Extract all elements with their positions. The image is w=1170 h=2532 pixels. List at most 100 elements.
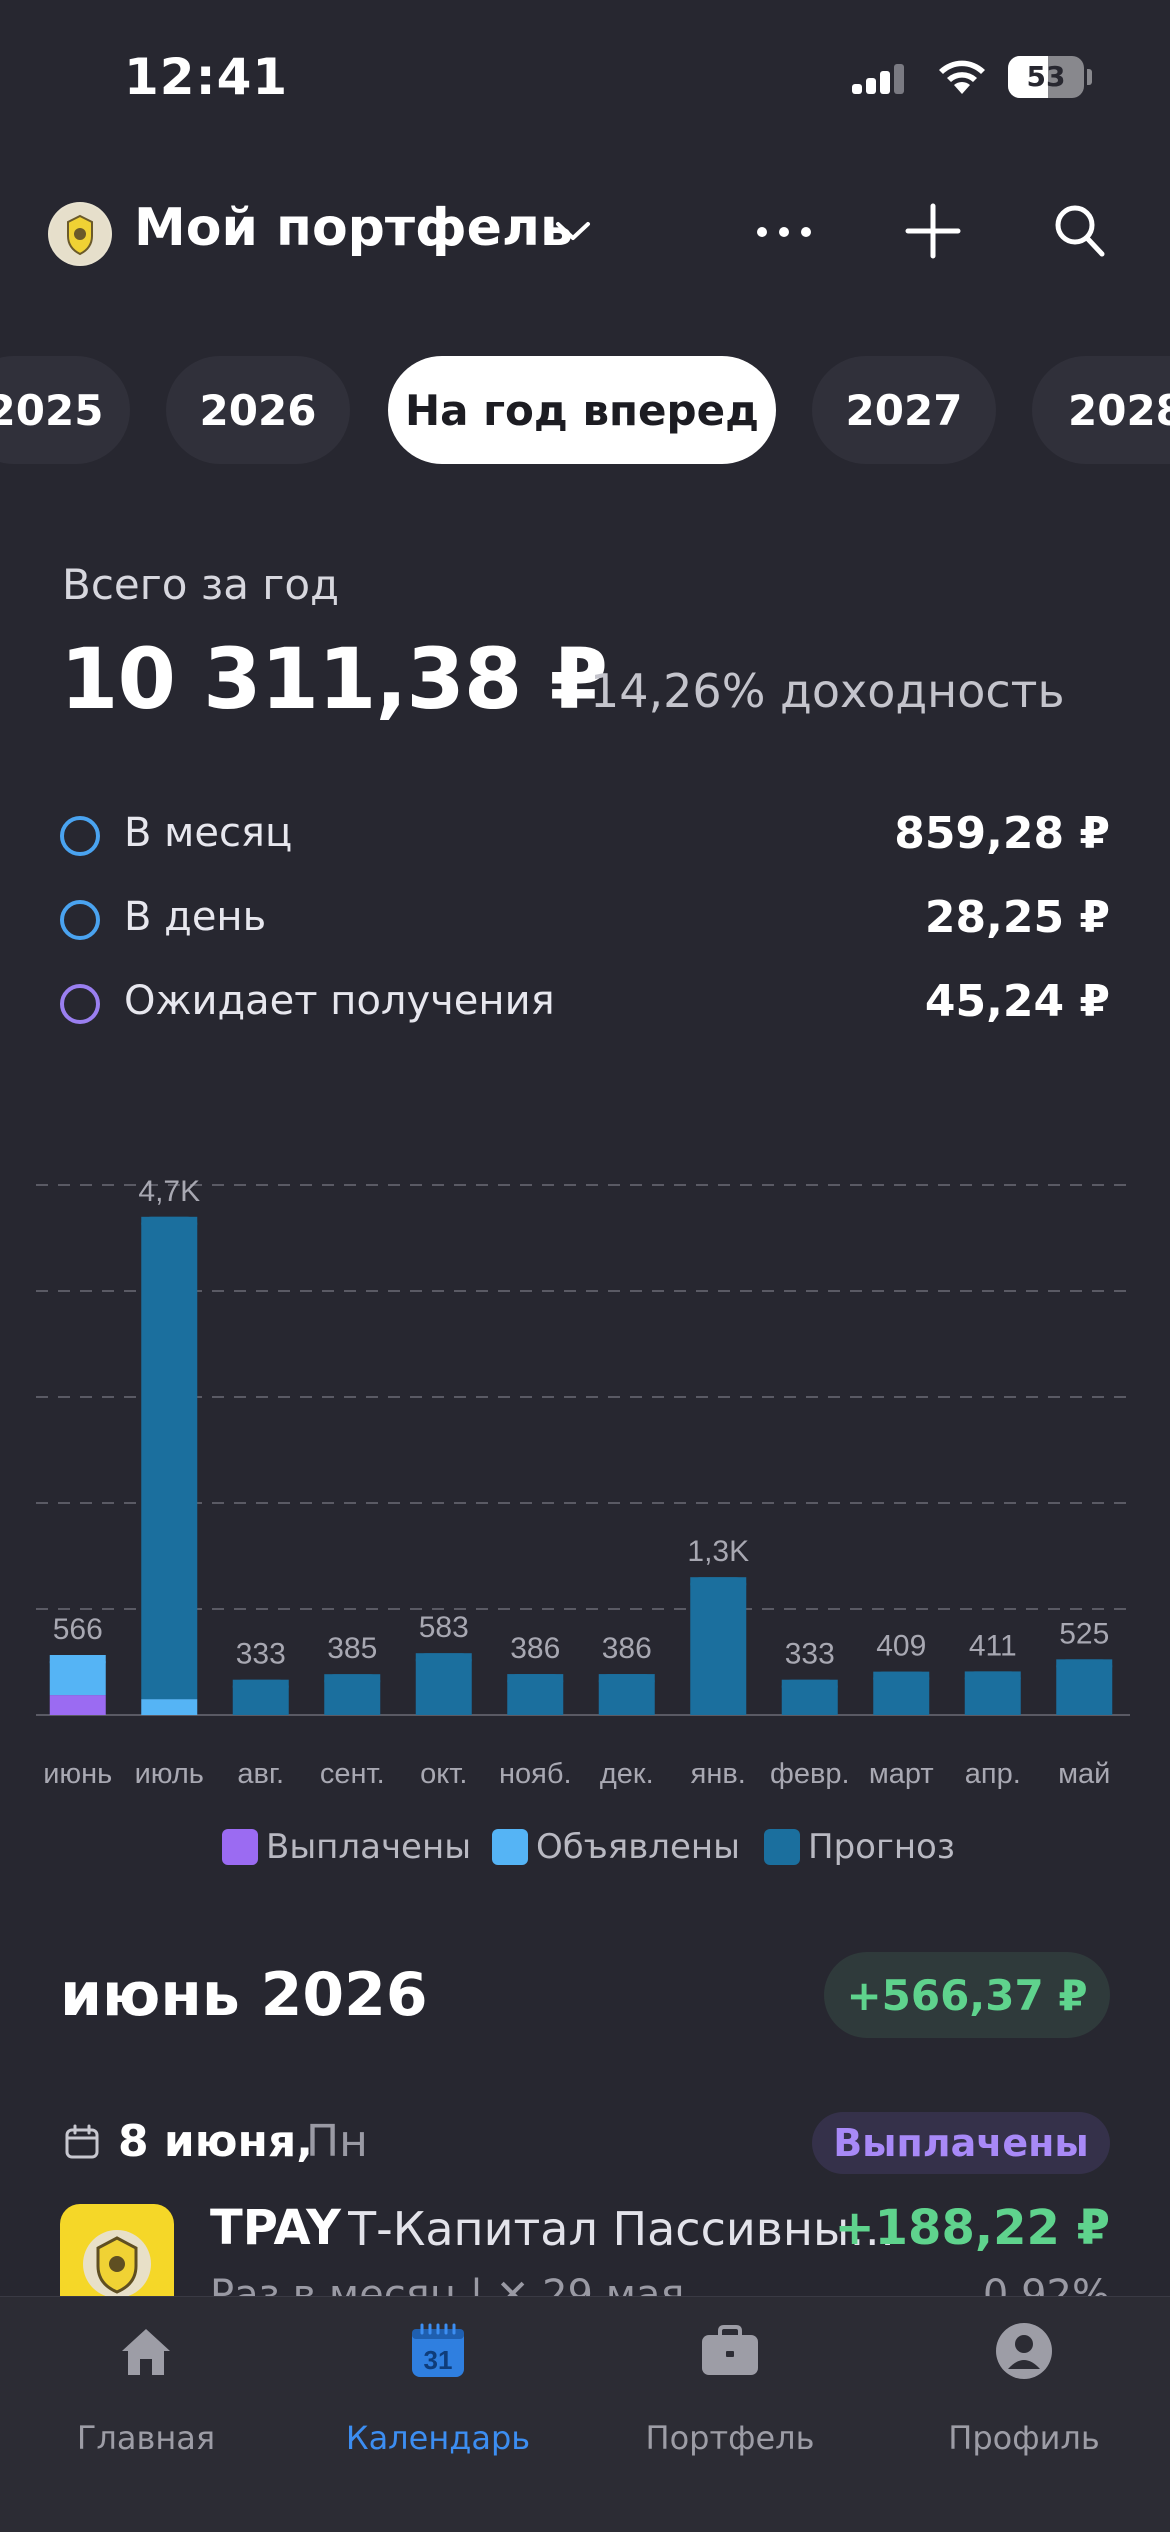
day-date: 8 июня, (118, 2116, 313, 2167)
total-value: 10 311,38 ₽ (60, 630, 608, 728)
bar-segment[interactable] (873, 1671, 930, 1715)
status-bar: 12:41 53 (0, 0, 1170, 150)
bar-segment[interactable] (690, 1577, 747, 1715)
fund-subtitle: Раз в месяц | ✕ 29 мая (210, 2272, 685, 2296)
bar-value-label: 333 (785, 1638, 835, 1671)
bar-value-label: 411 (969, 1629, 1017, 1662)
x-tick-label: июль (135, 1758, 204, 1790)
legend-item-paid: Выплачены (222, 1822, 471, 1872)
year-tabs: 2025 2026 На год вперед 2027 2028 (0, 356, 1170, 466)
stat-value: 45,24 ₽ (924, 976, 1110, 1027)
legend-label: Прогноз (808, 1827, 955, 1867)
legend-item-announced: Объявлены (492, 1822, 740, 1872)
x-tick-label: авг. (237, 1758, 284, 1790)
x-tick-label: март (869, 1758, 934, 1790)
bar-value-label: 1,3K (687, 1535, 749, 1568)
bar-segment[interactable] (232, 1679, 289, 1715)
x-tick-label: апр. (965, 1758, 1021, 1790)
stat-dot-icon (60, 900, 100, 940)
legend-swatch (222, 1829, 258, 1865)
plus-icon[interactable] (904, 202, 962, 260)
bar-segment[interactable] (598, 1674, 655, 1715)
stat-row-pending: Ожидает получения 45,24 ₽ (60, 974, 1110, 1034)
nav-label: Портфель (645, 2419, 815, 2457)
calendar-icon-day: 31 (424, 2345, 453, 2375)
bar-segment[interactable] (141, 1216, 198, 1700)
x-tick-label: сент. (320, 1758, 385, 1790)
x-tick-label: нояб. (499, 1758, 572, 1790)
chart-svg: 566 июнь 4,7K июль 333 авг. 385 сент. 583 окт. 386… (36, 1175, 1130, 1790)
bar-value-label: 386 (602, 1632, 652, 1665)
bar-segment[interactable] (964, 1671, 1021, 1715)
bar-segment[interactable] (781, 1679, 838, 1715)
tab-2027[interactable]: 2027 (812, 356, 996, 464)
total-yield: 14,26% доходность (590, 664, 1065, 718)
bar-segment[interactable] (49, 1695, 106, 1715)
tab-2025[interactable]: 2025 (0, 356, 130, 464)
fund-amount: +188,22 ₽ (834, 2200, 1110, 2256)
fund-logo-icon (60, 2204, 174, 2296)
month-sum-badge: +566,37 ₽ (824, 1952, 1110, 2038)
dividend-chart: 566 июнь 4,7K июль 333 авг. 385 сент. 583 окт. 386… (0, 1130, 1170, 1820)
tab-2028[interactable]: 2028 (1032, 356, 1170, 464)
status-badge: Выплачены (812, 2112, 1110, 2174)
briefcase-icon (702, 2325, 758, 2375)
nav-item-calendar[interactable]: 31 Календарь (308, 2321, 568, 2461)
stat-label: Ожидает получения (124, 978, 555, 1024)
x-tick-label: дек. (600, 1758, 654, 1790)
nav-item-profile[interactable]: Профиль (894, 2321, 1154, 2461)
battery-percent: 53 (1026, 60, 1066, 93)
chart-legend: Выплачены Объявлены Прогноз (0, 1822, 1170, 1872)
bar-value-label: 525 (1059, 1617, 1109, 1650)
x-tick-label: янв. (691, 1758, 746, 1790)
home-icon (122, 2329, 170, 2375)
battery-fill (1008, 56, 1049, 98)
nav-item-home[interactable]: Главная (16, 2321, 276, 2461)
bar-segment[interactable] (415, 1653, 472, 1715)
search-icon[interactable] (1052, 202, 1108, 260)
payment-row[interactable]: TPAY Т-Капитал Пассивный доход +188,22 ₽… (60, 2200, 1110, 2296)
nav-label: Главная (76, 2419, 216, 2457)
nav-item-portfolio[interactable]: Портфель (600, 2321, 860, 2461)
bar-value-label: 566 (53, 1613, 103, 1646)
cellular-signal-icon (852, 64, 904, 94)
battery-body: 53 (1008, 56, 1084, 98)
portfolio-logo-icon[interactable] (48, 202, 112, 266)
calendar-icon: 31 (412, 2323, 464, 2377)
bar-value-label: 333 (236, 1638, 286, 1671)
bar-value-label: 583 (419, 1611, 469, 1644)
legend-swatch (764, 1829, 800, 1865)
month-title: июнь 2026 (60, 1960, 428, 2030)
bar-segment[interactable] (507, 1674, 564, 1715)
legend-label: Объявлены (536, 1827, 740, 1867)
day-weekday: Пн (306, 2116, 368, 2167)
bar-segment[interactable] (1056, 1659, 1113, 1715)
chevron-down-icon[interactable] (552, 216, 594, 246)
bar-segment[interactable] (49, 1655, 106, 1696)
fund-ticker: TPAY (210, 2200, 341, 2256)
x-tick-label: февр. (770, 1758, 850, 1790)
header: Мой портфель (0, 190, 1170, 274)
legend-label: Выплачены (266, 1827, 472, 1867)
tab-year-ahead[interactable]: На год вперед (388, 356, 776, 464)
tab-2026[interactable]: 2026 (166, 356, 350, 464)
legend-swatch (492, 1829, 528, 1865)
bar-segment[interactable] (141, 1699, 198, 1715)
battery-indicator: 53 (1008, 56, 1092, 98)
total-label: Всего за год (62, 560, 340, 609)
stat-value: 859,28 ₽ (894, 808, 1110, 859)
bar-value-label: 385 (327, 1632, 377, 1665)
stat-row-day: В день 28,25 ₽ (60, 890, 1110, 950)
bar-value-label: 409 (876, 1630, 926, 1663)
wifi-icon (939, 60, 985, 94)
stat-value: 28,25 ₽ (924, 892, 1110, 943)
portfolio-title[interactable]: Мой портфель (134, 198, 573, 258)
x-tick-label: май (1058, 1758, 1110, 1790)
stat-dot-icon (60, 984, 100, 1024)
nav-label: Профиль (948, 2419, 1100, 2457)
x-tick-label: окт. (420, 1758, 467, 1790)
stat-row-month: В месяц 859,28 ₽ (60, 806, 1110, 866)
more-icon[interactable] (752, 214, 816, 250)
bar-segment[interactable] (324, 1674, 381, 1715)
stat-label: В месяц (124, 810, 293, 856)
